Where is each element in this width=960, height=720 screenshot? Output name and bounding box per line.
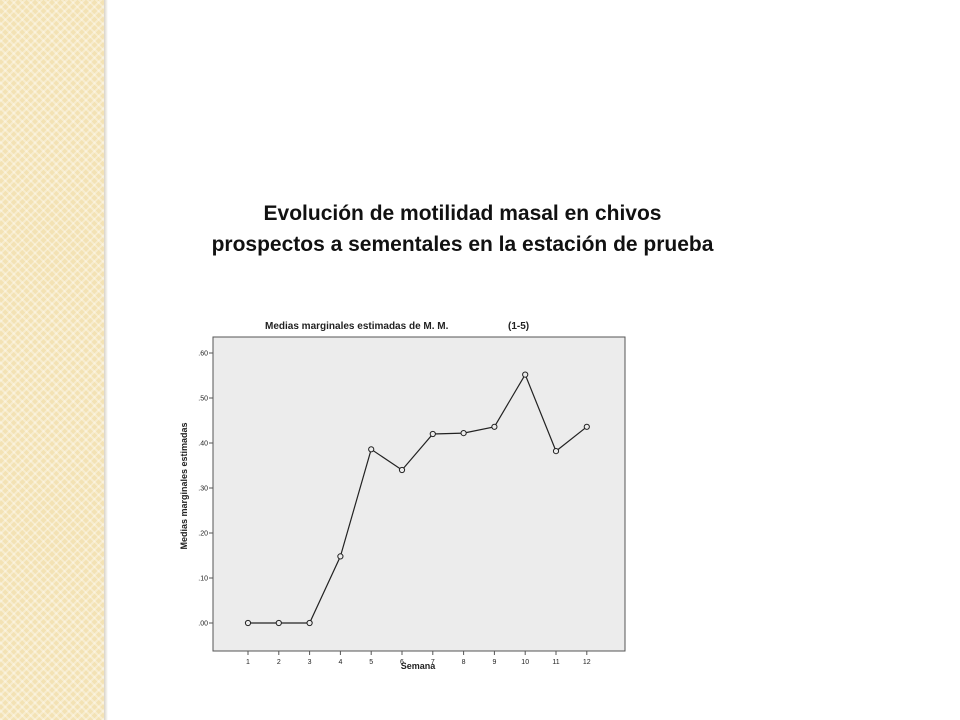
x-tick-label: 12 xyxy=(583,659,591,666)
chart-title: Medias marginales estimadas de M. M. xyxy=(265,321,449,332)
x-tick-label: 11 xyxy=(552,659,559,666)
slide-title-line-2: prospectos a sementales en la estación d… xyxy=(211,233,714,256)
x-tick-label: 2 xyxy=(277,659,281,666)
y-tick-label: .00 xyxy=(198,621,208,628)
data-point xyxy=(460,430,467,437)
y-tick-label: .50 xyxy=(198,396,208,403)
data-point xyxy=(275,619,282,627)
data-point xyxy=(522,371,529,378)
x-axis-label: Semana xyxy=(401,661,437,671)
series-markers xyxy=(244,371,590,627)
x-tick-label: 9 xyxy=(492,659,496,666)
y-tick-label: .40 xyxy=(198,441,208,448)
y-tick-label: .20 xyxy=(198,531,208,538)
y-axis: .00 .10 .20 .30 .40 .50 .60 xyxy=(198,351,213,628)
data-point xyxy=(552,448,560,455)
y-tick-label: .30 xyxy=(198,486,208,493)
line-chart: Medias marginales estimadas de M. M. (1-… xyxy=(170,312,640,682)
x-tick-label: 4 xyxy=(338,659,342,666)
data-point xyxy=(306,619,313,627)
y-axis-label: Medias marginales estimadas xyxy=(179,422,189,549)
y-tick-label: .60 xyxy=(198,351,208,358)
slide-title: Evolución de motilidad masal en chivos p… xyxy=(140,198,785,260)
x-tick-label: 1 xyxy=(246,659,250,666)
y-tick-label: .10 xyxy=(198,576,208,583)
plot-area xyxy=(212,336,626,652)
data-point xyxy=(398,466,406,474)
side-band-shadow xyxy=(104,0,108,720)
data-point xyxy=(368,446,375,453)
x-tick-label: 5 xyxy=(369,659,373,666)
data-point xyxy=(244,619,252,627)
x-tick-label: 3 xyxy=(308,659,312,666)
x-tick-label: 8 xyxy=(462,659,466,666)
decorative-side-band xyxy=(0,0,104,720)
x-tick-label: 6 xyxy=(400,659,404,666)
x-tick-label: 7 xyxy=(431,659,435,666)
data-point xyxy=(491,423,498,430)
chart-title-suffix: (1-5) xyxy=(508,321,529,332)
data-point xyxy=(337,553,344,560)
data-point xyxy=(583,423,590,430)
x-axis: 1 2 3 4 5 6 7 8 9 10 11 12 xyxy=(246,651,591,666)
series-line xyxy=(248,373,588,624)
slide-title-line-1: Evolución de motilidad masal en chivos xyxy=(263,202,662,225)
data-point xyxy=(429,430,436,438)
x-tick-label: 10 xyxy=(521,659,529,666)
